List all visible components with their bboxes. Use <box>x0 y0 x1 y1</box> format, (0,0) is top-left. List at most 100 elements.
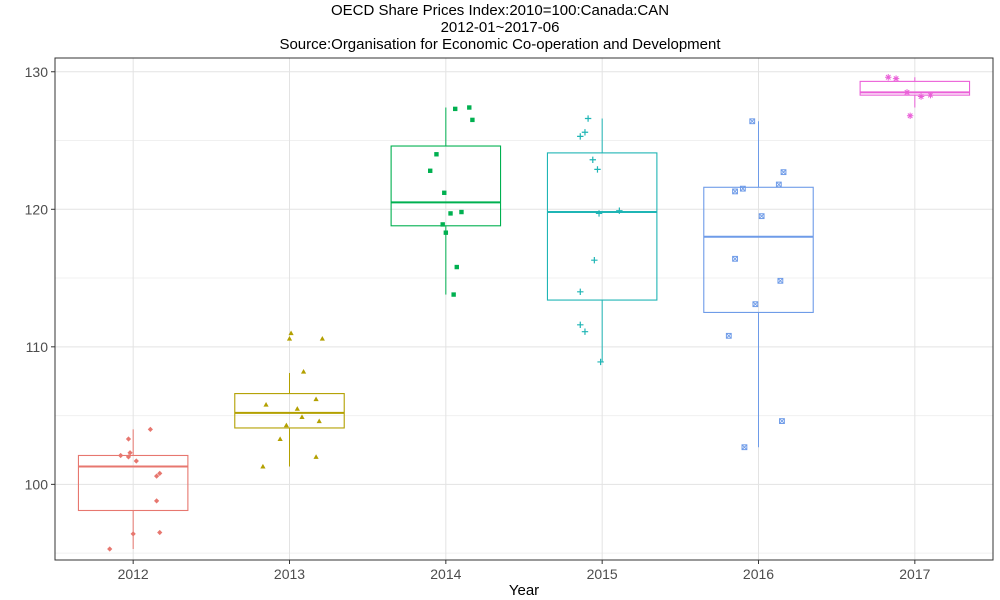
data-point-square <box>777 277 784 284</box>
data-point <box>316 418 322 424</box>
x-tick-label: 2014 <box>430 566 461 582</box>
data-point-square <box>752 301 759 308</box>
box-2013 <box>234 372 345 467</box>
data-point <box>434 152 439 157</box>
data-point <box>440 222 445 227</box>
data-point <box>749 118 756 125</box>
points-2015 <box>577 115 623 366</box>
box-iqr <box>546 152 658 301</box>
data-point <box>459 209 464 215</box>
box-2017 <box>859 77 971 108</box>
x-tick-label: 2015 <box>587 566 618 582</box>
data-point <box>758 213 765 220</box>
x-axis: 2012 2013 2014 2015 2016 2017 <box>118 560 931 582</box>
box-2012 <box>77 429 189 549</box>
data-point <box>300 368 307 374</box>
data-point-square <box>775 181 782 188</box>
data-point <box>577 288 584 296</box>
data-point-cross <box>780 169 787 175</box>
data-point <box>732 255 738 262</box>
box-iqr <box>390 145 502 227</box>
y-tick-label: 100 <box>25 476 49 492</box>
data-point-cross <box>726 333 732 339</box>
data-point <box>130 531 136 537</box>
data-point <box>616 207 623 214</box>
x-tick-label: 2012 <box>118 566 149 582</box>
points-2014 <box>428 105 475 297</box>
data-point <box>451 292 456 297</box>
box-iqr <box>703 186 814 313</box>
box-iqr <box>77 454 189 512</box>
data-point <box>577 321 584 329</box>
data-point <box>127 450 133 456</box>
data-point <box>277 436 283 442</box>
data-point <box>428 168 433 173</box>
data-point <box>917 93 925 100</box>
point-layer <box>107 74 934 552</box>
data-point <box>442 190 447 195</box>
data-point <box>263 401 269 407</box>
data-point <box>118 452 124 459</box>
data-point <box>125 454 132 460</box>
data-point <box>892 75 900 82</box>
data-point-cross <box>776 181 782 188</box>
data-point-cross <box>758 213 765 219</box>
data-point-square <box>749 118 756 125</box>
data-point <box>780 169 787 176</box>
data-point <box>157 470 163 476</box>
data-point <box>467 105 472 110</box>
box-2016 <box>703 121 814 448</box>
data-point <box>133 458 139 464</box>
data-point <box>595 210 603 217</box>
box-layer <box>77 77 971 549</box>
data-point <box>286 335 293 341</box>
plot-panel-border <box>54 57 994 561</box>
data-point <box>927 91 934 99</box>
y-tick-label: 130 <box>25 64 49 80</box>
y-tick-label: 120 <box>25 201 49 217</box>
data-point <box>725 332 732 339</box>
data-point <box>260 463 266 469</box>
data-point-cross <box>749 118 755 124</box>
chart-subtitle: 2012-01~2017-06 <box>440 19 560 36</box>
data-point-cross <box>779 418 785 424</box>
data-point <box>470 117 475 123</box>
chart-title-block: OECD Share Prices Index:2010=100:Canada:… <box>0 2 1000 53</box>
data-point <box>299 414 305 420</box>
data-point-cross <box>740 185 746 192</box>
data-point <box>313 396 319 402</box>
data-point-cross <box>732 188 738 195</box>
data-point <box>125 436 132 442</box>
data-point-square <box>732 255 738 262</box>
data-point-square <box>739 185 746 192</box>
data-point <box>594 166 601 173</box>
data-point-cross <box>732 256 738 262</box>
box-2014 <box>390 107 502 295</box>
grid-lines <box>55 58 993 560</box>
data-point-square <box>779 418 785 424</box>
data-point <box>903 89 911 96</box>
data-point <box>154 498 160 504</box>
data-point <box>294 406 300 411</box>
data-point <box>453 106 458 112</box>
y-axis: 100 110 120 130 <box>25 64 55 492</box>
points-2013 <box>260 330 325 469</box>
x-tick-label: 2017 <box>899 566 930 582</box>
data-point <box>154 473 160 479</box>
data-point <box>597 358 604 366</box>
x-tick-label: 2016 <box>743 566 774 582</box>
data-point <box>581 129 589 136</box>
points-2016 <box>725 118 787 451</box>
data-point <box>752 301 759 308</box>
data-point-cross <box>741 444 748 450</box>
data-point-cross <box>777 278 784 284</box>
data-point <box>591 256 598 264</box>
data-point-cross <box>752 301 759 307</box>
data-point-square <box>725 332 732 339</box>
x-tick-label: 2013 <box>274 566 305 582</box>
chart-source: Source:Organisation for Economic Co-oper… <box>279 36 721 53</box>
data-point <box>448 211 453 216</box>
data-point <box>454 264 459 270</box>
data-point-square <box>741 444 748 451</box>
